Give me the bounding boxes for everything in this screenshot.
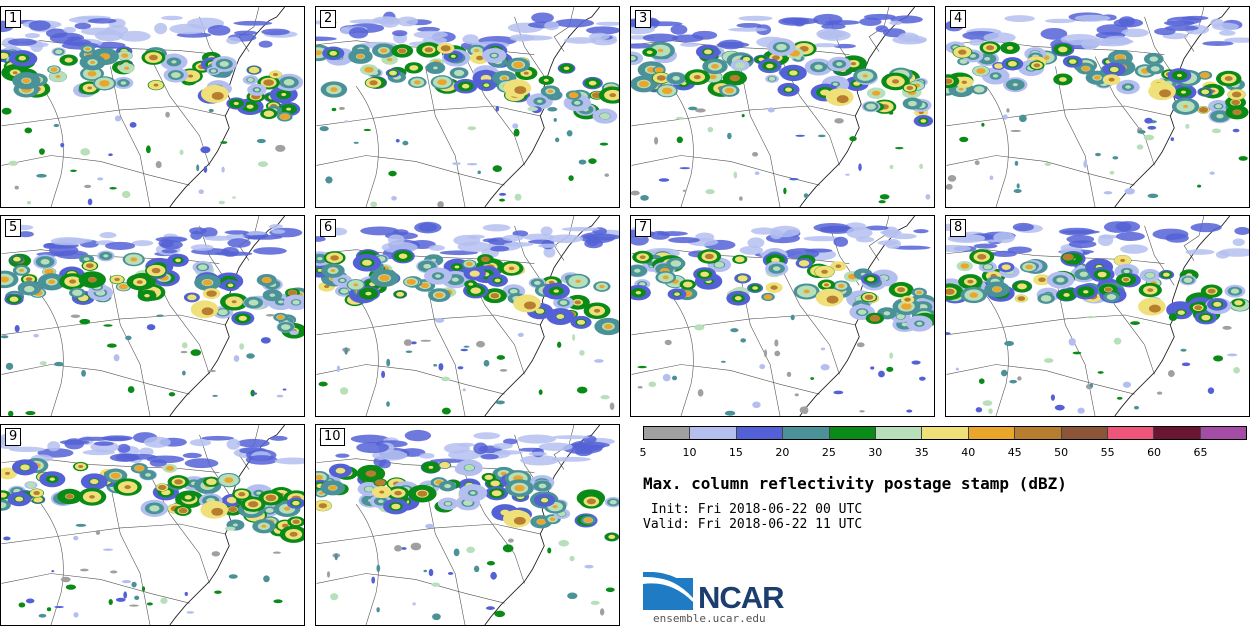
colorbar-tick-label: 10 bbox=[682, 446, 697, 459]
reflectivity-map bbox=[316, 216, 619, 416]
reflectivity-map bbox=[1, 7, 304, 207]
stamp-panel-10: 10 bbox=[315, 424, 620, 626]
member-label: 7 bbox=[635, 219, 652, 237]
colorbar-bin bbox=[829, 427, 876, 439]
colorbar-tick-label: 15 bbox=[728, 446, 743, 459]
stamp-panel-6: 6 bbox=[315, 215, 620, 417]
reflectivity-map bbox=[316, 425, 619, 625]
colorbar-bin bbox=[690, 427, 737, 439]
colorbar-bin bbox=[644, 427, 691, 439]
stamp-panel-3: 3 bbox=[630, 6, 935, 208]
colorbar-bin bbox=[1015, 427, 1062, 439]
stamp-panel-9: 9 bbox=[0, 424, 305, 626]
reflectivity-map bbox=[946, 216, 1249, 416]
colorbar-tick-label: 60 bbox=[1147, 446, 1162, 459]
member-label: 5 bbox=[5, 219, 22, 237]
reflectivity-map bbox=[631, 216, 934, 416]
colorbar-bin bbox=[922, 427, 969, 439]
colorbar-bin bbox=[736, 427, 784, 439]
colorbar-bin bbox=[1107, 427, 1155, 439]
colorbar-tick-label: 5 bbox=[639, 446, 647, 459]
member-label: 6 bbox=[320, 219, 337, 237]
logo-wordmark: NCAR bbox=[698, 580, 785, 615]
reflectivity-map bbox=[316, 7, 619, 207]
colorbar-tick-label: 65 bbox=[1193, 446, 1208, 459]
colorbar-tick-label: 55 bbox=[1100, 446, 1115, 459]
reflectivity-map bbox=[946, 7, 1249, 207]
stamp-panel-2: 2 bbox=[315, 6, 620, 208]
member-label: 2 bbox=[320, 10, 337, 28]
member-label: 1 bbox=[5, 10, 22, 28]
colorbar-tick-label: 25 bbox=[821, 446, 836, 459]
colorbar-tick-label: 50 bbox=[1054, 446, 1069, 459]
colorbar-bin bbox=[783, 427, 830, 439]
member-label: 3 bbox=[635, 10, 652, 28]
ncar-logo-icon bbox=[643, 572, 693, 610]
reflectivity-map bbox=[1, 425, 304, 625]
colorbar-bin bbox=[1061, 427, 1108, 439]
stamp-panel-7: 7 bbox=[630, 215, 935, 417]
init-time: Init: Fri 2018-06-22 00 UTC bbox=[643, 502, 863, 517]
stamp-panel-4: 4 bbox=[945, 6, 1250, 208]
colorbar-bin bbox=[1200, 427, 1247, 439]
member-label: 9 bbox=[5, 428, 22, 446]
member-label: 10 bbox=[320, 428, 345, 446]
reflectivity-map bbox=[1, 216, 304, 416]
colorbar-tick-label: 35 bbox=[914, 446, 929, 459]
colorbar-bin bbox=[968, 427, 1016, 439]
colorbar-tick-label: 45 bbox=[1007, 446, 1022, 459]
page-title: Max. column reflectivity postage stamp (… bbox=[643, 474, 1067, 493]
colorbar bbox=[643, 426, 1247, 440]
colorbar-tick-label: 30 bbox=[868, 446, 883, 459]
stamp-panel-1: 1 bbox=[0, 6, 305, 208]
reflectivity-map bbox=[631, 7, 934, 207]
colorbar-bin bbox=[1154, 427, 1201, 439]
valid-time: Valid: Fri 2018-06-22 11 UTC bbox=[643, 517, 863, 532]
colorbar-bin bbox=[875, 427, 923, 439]
member-label: 4 bbox=[950, 10, 967, 28]
colorbar-tick-label: 40 bbox=[961, 446, 976, 459]
stamp-panel-5: 5 bbox=[0, 215, 305, 417]
logo-url: ensemble.ucar.edu bbox=[653, 612, 766, 625]
colorbar-tick-label: 20 bbox=[775, 446, 790, 459]
stamp-panel-8: 8 bbox=[945, 215, 1250, 417]
member-label: 8 bbox=[950, 219, 967, 237]
